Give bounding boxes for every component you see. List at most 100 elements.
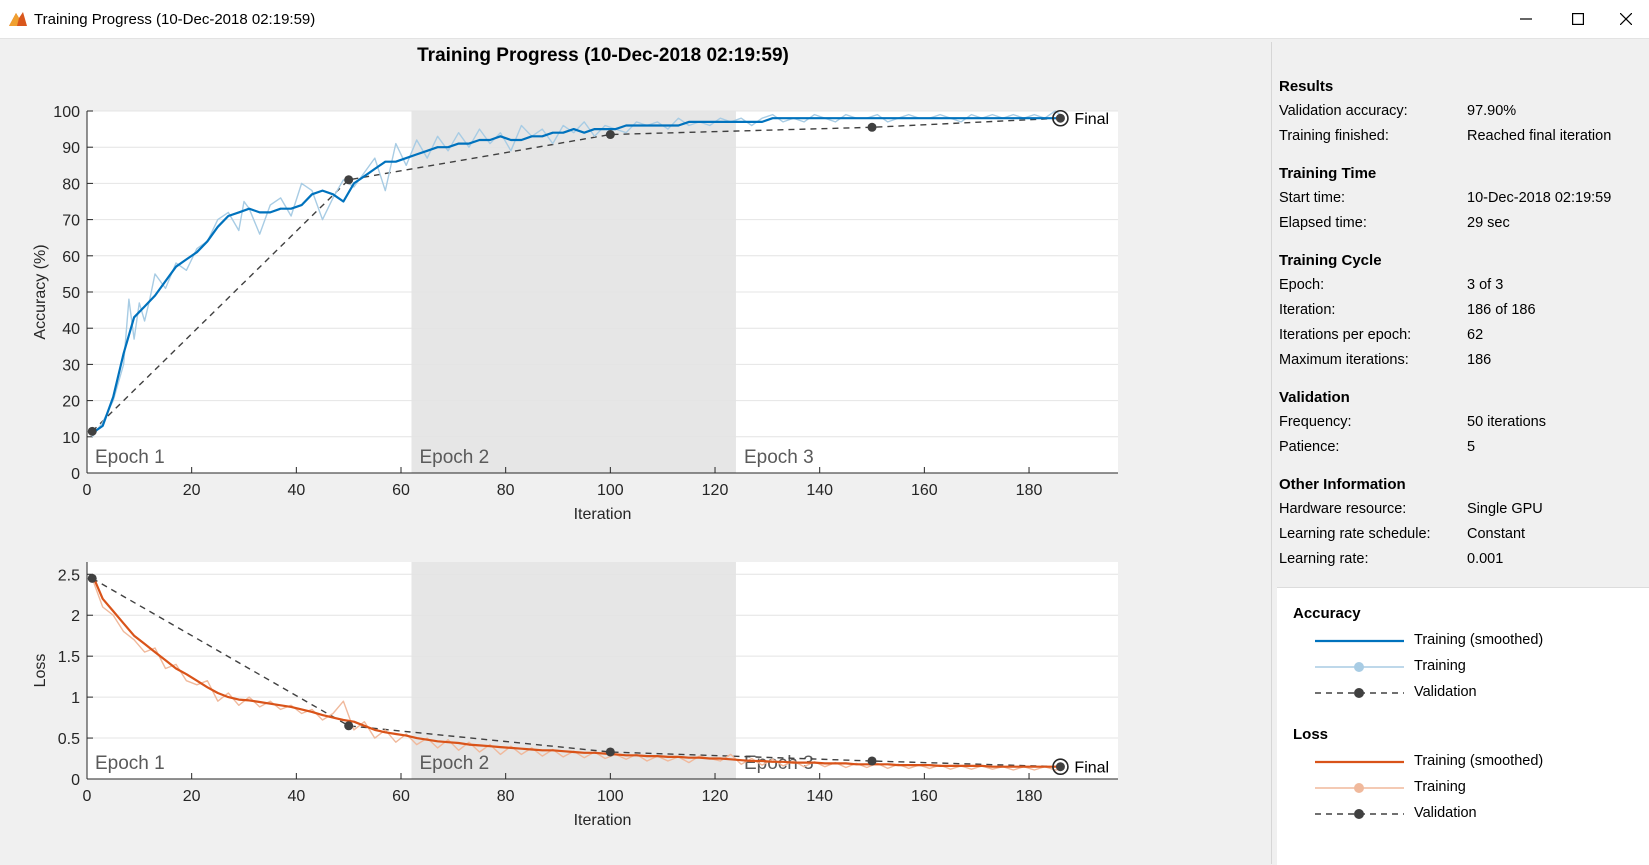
series-line [91, 117, 1061, 432]
legend-entry-label: Training (smoothed) [1414, 753, 1544, 769]
y-tick-label: 20 [62, 394, 80, 411]
loss-axes: 0 20 40 60 80 100 120 140 160 180 0 0.5 1 1.5 2 2.5 Epoc… [32, 562, 1118, 829]
legend-swatch [1315, 760, 1404, 764]
x-tick-label: 100 [597, 788, 624, 805]
results-section-title: Results [1279, 78, 1334, 95]
results-row-value: 0.001 [1467, 551, 1504, 567]
final-marker [1052, 109, 1069, 127]
y-tick-label: 1 [71, 690, 80, 707]
legend-swatch [1315, 662, 1404, 672]
title-bar: Training Progress (10-Dec-2018 02:19:59) [0, 0, 1649, 39]
validation-point [344, 721, 354, 731]
results-row-value: 62 [1467, 327, 1484, 343]
epoch-label: Epoch 1 [95, 753, 165, 774]
results-row-label: Elapsed time: [1279, 215, 1367, 231]
x-axis-label: Iteration [574, 812, 632, 829]
x-tick-label: 120 [702, 788, 729, 805]
legend-group-title: Loss [1293, 726, 1329, 743]
epoch-shading [411, 562, 736, 779]
x-tick-label: 80 [497, 788, 515, 805]
final-validation-point [1055, 113, 1065, 123]
legend-swatch [1315, 639, 1404, 643]
x-tick-label: 20 [183, 482, 201, 499]
results-row-label: Maximum iterations: [1279, 352, 1409, 368]
results-row-value: 50 iterations [1467, 414, 1546, 430]
results-row-label: Hardware resource: [1279, 501, 1407, 517]
results-row-value: 5 [1467, 439, 1476, 455]
y-tick-label: 50 [62, 285, 80, 302]
legend-swatch [1315, 809, 1404, 819]
minimize-icon [1520, 18, 1532, 20]
legend-entry-label: Validation [1414, 684, 1477, 700]
accuracy-axes: 0 20 40 60 80 100 120 140 160 180 0 10 20 30 40 50 60 70 8… [32, 104, 1118, 523]
results-row-value: Reached final iteration [1467, 128, 1612, 144]
minimize-button[interactable] [1503, 0, 1549, 38]
x-tick-label: 140 [806, 788, 833, 805]
results-row-label: Iterations per epoch: [1279, 327, 1412, 343]
y-tick-label: 1.5 [58, 649, 80, 666]
y-axis-label: Loss [32, 654, 49, 688]
epoch-label: Epoch 2 [419, 753, 489, 774]
results-row-value: 29 sec [1467, 215, 1510, 231]
results-row-value: 97.90% [1467, 103, 1517, 119]
legend-panel: Accuracy Training (smoothed) Training Valid… [1277, 587, 1649, 865]
series-line [91, 573, 1061, 768]
results-row-label: Learning rate: [1279, 551, 1369, 567]
x-tick-label: 160 [911, 482, 938, 499]
results-row-value: 3 of 3 [1467, 277, 1504, 293]
epoch-label: Epoch 2 [419, 447, 489, 468]
x-tick-label: 140 [806, 482, 833, 499]
maximize-icon [1572, 13, 1584, 25]
y-axis-label: Accuracy (%) [32, 244, 49, 339]
y-tick-label: 10 [62, 430, 80, 447]
x-tick-label: 40 [287, 788, 305, 805]
maximize-button[interactable] [1555, 0, 1601, 38]
y-tick-label: 0 [71, 466, 80, 483]
x-tick-label: 40 [287, 482, 305, 499]
results-panel[interactable]: Results Validation accuracy: 97.90% Trainin… [1272, 42, 1649, 587]
x-tick-label: 100 [597, 482, 624, 499]
y-tick-label: 0.5 [58, 731, 80, 748]
x-tick-label: 180 [1016, 788, 1043, 805]
close-icon [1620, 13, 1632, 25]
final-label: Final [1074, 760, 1109, 777]
results-row-value: 186 of 186 [1467, 302, 1536, 318]
series-line [91, 577, 1061, 768]
epoch-label: Epoch 3 [744, 447, 814, 468]
results-row-label: Epoch: [1279, 277, 1325, 293]
series-line [91, 117, 1061, 435]
y-tick-label: 2 [71, 608, 80, 625]
final-marker [1052, 758, 1069, 776]
legend-swatch [1315, 783, 1404, 793]
validation-point [87, 426, 97, 436]
side-panel: Results Validation accuracy: 97.90% Trainin… [1271, 42, 1649, 865]
close-button[interactable] [1603, 0, 1649, 38]
final-label: Final [1074, 111, 1109, 128]
results-row-label: Validation accuracy: [1279, 103, 1408, 119]
results-row-value: Single GPU [1467, 501, 1543, 517]
y-tick-label: 80 [62, 176, 80, 193]
validation-point [867, 756, 877, 766]
x-tick-label: 160 [911, 788, 938, 805]
plots-canvas: Training Progress (10-Dec-2018 02:19:59)… [32, 45, 1118, 829]
validation-point [867, 122, 877, 132]
results-row-label: Training finished: [1279, 128, 1389, 144]
epoch-label: Epoch 1 [95, 447, 165, 468]
y-tick-label: 60 [62, 249, 80, 266]
results-section-title: Validation [1279, 389, 1350, 406]
legend-group-title: Accuracy [1293, 605, 1361, 622]
legend-entry-label: Training [1414, 658, 1466, 674]
x-tick-label: 80 [497, 482, 515, 499]
x-axis-label: Iteration [574, 506, 632, 523]
results-row-value: Constant [1467, 526, 1526, 542]
results-section-title: Other Information [1279, 476, 1406, 493]
x-tick-label: 20 [183, 788, 201, 805]
results-row-value: 186 [1467, 352, 1492, 368]
x-tick-label: 0 [83, 788, 92, 805]
legend-entry-label: Training [1414, 779, 1466, 795]
validation-point [344, 175, 354, 185]
validation-point [605, 747, 615, 757]
y-tick-label: 100 [53, 104, 80, 121]
window-title: Training Progress (10-Dec-2018 02:19:59) [34, 11, 316, 28]
x-tick-label: 120 [702, 482, 729, 499]
